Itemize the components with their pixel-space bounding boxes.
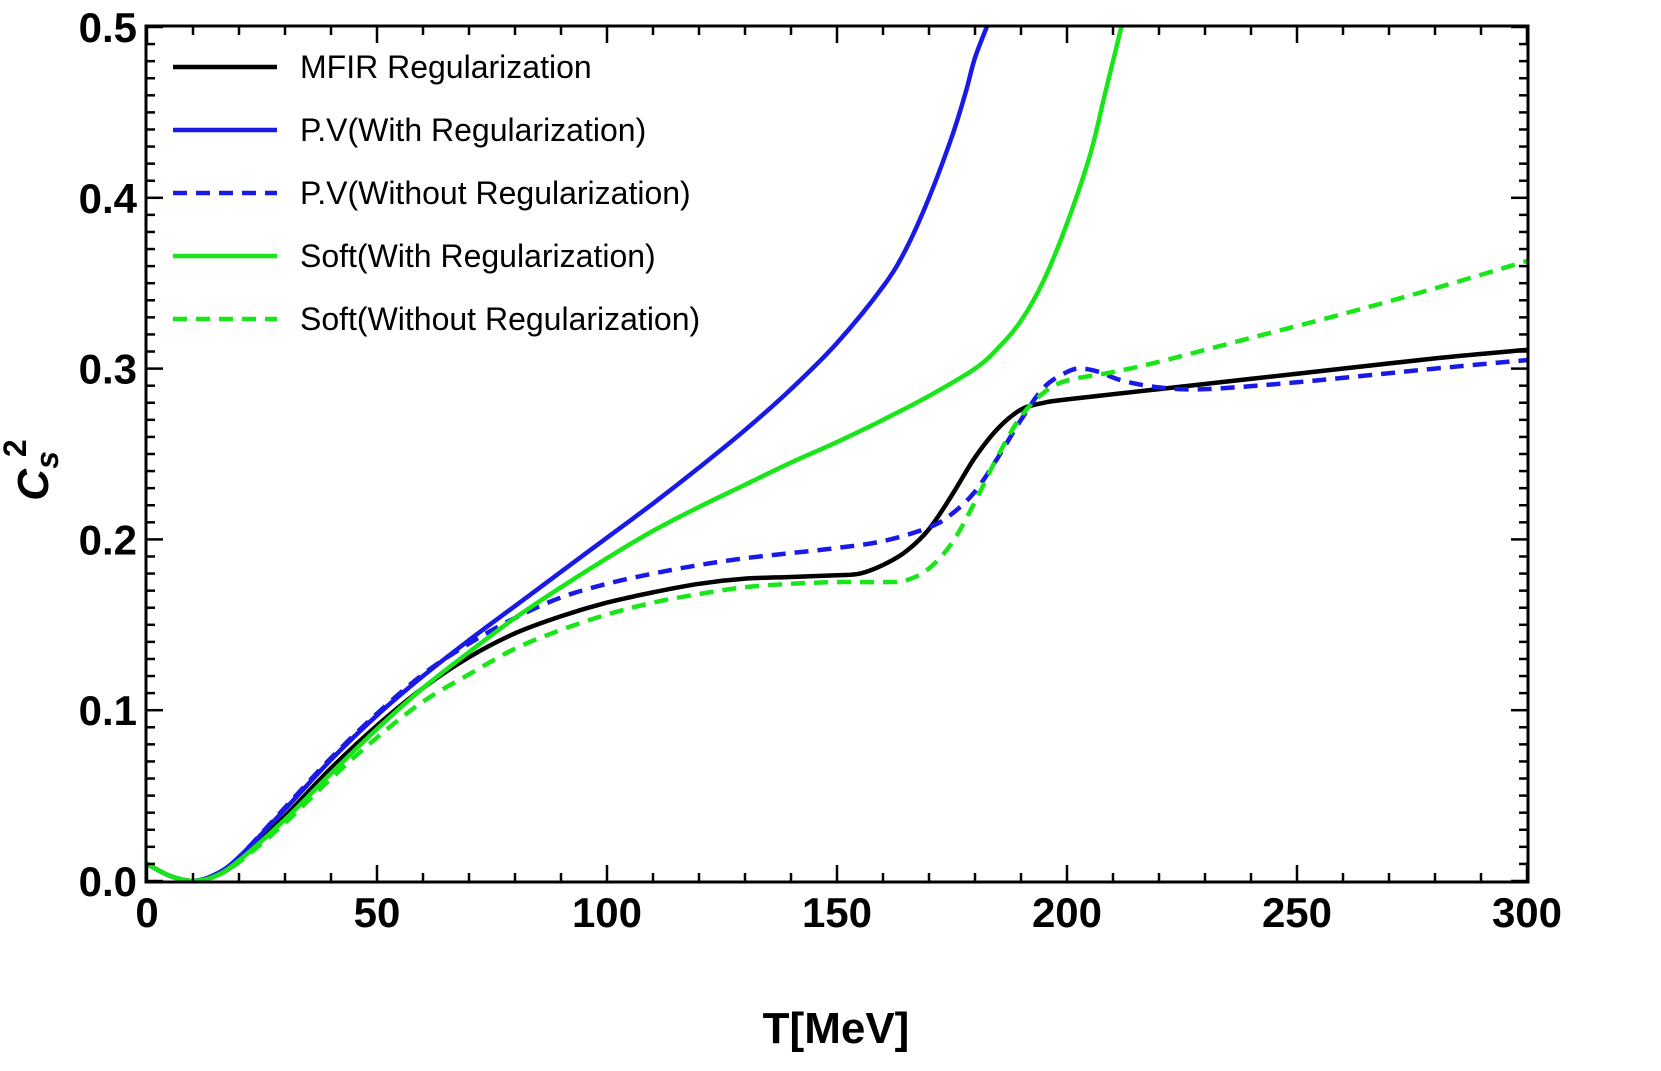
y-tick-label: 0.3	[79, 346, 137, 393]
y-tick-label: 0.4	[79, 175, 138, 222]
legend-label: Soft(Without Regularization)	[300, 301, 700, 337]
series-line-3	[147, 357, 1527, 881]
legend-label: P.V(Without Regularization)	[300, 175, 691, 211]
legend-item-4: Soft(With Regularization)	[173, 238, 656, 274]
y-tick-label: 0.5	[79, 4, 137, 51]
series-line-1	[147, 347, 1527, 881]
series-line-5	[147, 258, 1527, 881]
series-layer	[147, 27, 1527, 881]
x-tick-label: 200	[1032, 889, 1102, 936]
x-tick-label: 300	[1492, 889, 1562, 936]
tick-labels-layer: 0 50 100 150 200 250 300 0.0 0.1 0.2 0.3 0.4 0.5	[79, 4, 1562, 936]
legend-item-1: MFIR Regularization	[173, 49, 592, 85]
x-tick-label: 0	[135, 889, 158, 936]
plot-frame	[144, 24, 1530, 884]
legend-item-3: P.V(Without Regularization)	[173, 175, 691, 211]
y-tick-label: 0.1	[79, 687, 137, 734]
x-tick-label: 50	[354, 889, 401, 936]
x-tick-label: 100	[572, 889, 642, 936]
legend-item-2: P.V(With Regularization)	[173, 112, 646, 148]
y-tick-label: 0.0	[79, 858, 137, 905]
y-axis-title-base: C	[9, 468, 58, 501]
y-tick-label: 0.2	[79, 516, 137, 563]
ticks-layer	[145, 25, 1529, 883]
y-axis-title-sub: s	[29, 451, 65, 469]
y-axis-title: Cs2	[0, 439, 65, 500]
legend-item-5: Soft(Without Regularization)	[173, 301, 700, 337]
x-tick-label: 250	[1262, 889, 1332, 936]
x-axis-title: T[MeV]	[763, 1004, 910, 1053]
x-tick-label: 150	[802, 889, 872, 936]
legend-label: MFIR Regularization	[300, 49, 592, 85]
legend-label: P.V(With Regularization)	[300, 112, 646, 148]
series-line-2	[147, 27, 990, 881]
svg-text:Cs2: Cs2	[0, 439, 65, 500]
y-axis-title-sup: 2	[0, 439, 33, 457]
legend: MFIR Regularization P.V(With Regularizati…	[173, 49, 700, 337]
legend-label: Soft(With Regularization)	[300, 238, 656, 274]
